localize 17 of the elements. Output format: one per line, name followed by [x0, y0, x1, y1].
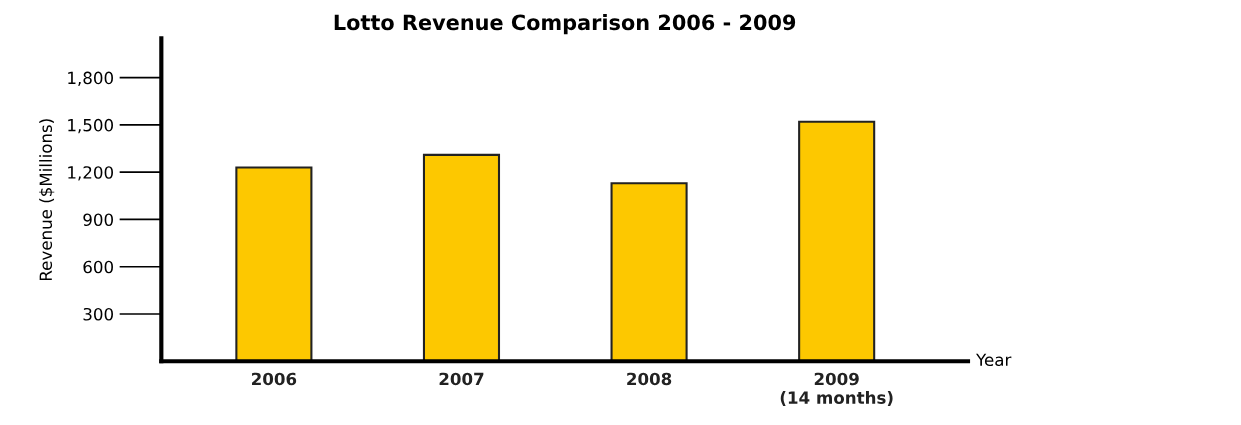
- y-tick-label: 1,500: [68, 118, 113, 134]
- y-tick-label: 900: [83, 213, 113, 227]
- x-tick-label: 2006: [252, 372, 297, 386]
- y-tick-label: 600: [83, 260, 113, 274]
- y-tick-label: 1,200: [68, 166, 113, 181]
- x-tick-label: 2007: [439, 372, 484, 386]
- x-axis-title: Year: [976, 353, 1012, 367]
- bar: [422, 153, 501, 362]
- bar: [235, 166, 313, 362]
- y-axis-title: Revenue ($Millions): [39, 119, 55, 281]
- chart-title: Lotto Revenue Comparison 2006 - 2009: [334, 14, 796, 35]
- y-tick-label: 300: [83, 307, 113, 321]
- bar: [610, 182, 688, 362]
- x-tick-label: 2009 (14 months): [780, 372, 893, 406]
- y-tick-label: 1,800: [68, 71, 113, 86]
- bar: [798, 120, 876, 362]
- x-tick-label: 2008: [627, 372, 672, 386]
